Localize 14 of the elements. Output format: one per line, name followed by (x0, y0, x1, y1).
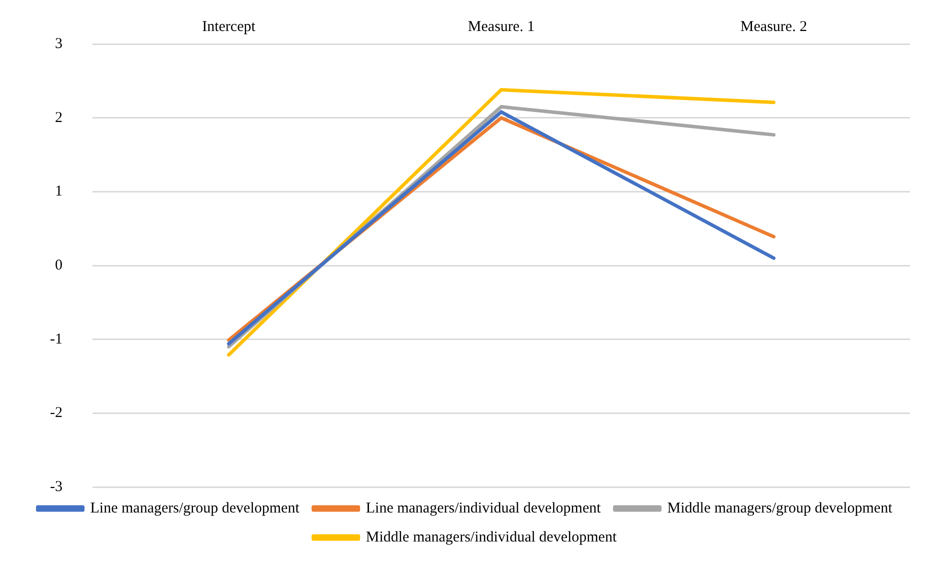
y-tick-label: 0 (54, 257, 62, 274)
y-tick-label: 2 (54, 110, 62, 126)
y-tick-label: -2 (50, 405, 62, 422)
x-tick-label: Measure. 1 (468, 18, 535, 35)
y-tick-label: 1 (54, 184, 62, 200)
legend-label: Middle managers/individual development (366, 529, 618, 546)
x-tick-label: Intercept (202, 18, 256, 35)
legend-label: Line managers/group development (90, 500, 300, 516)
y-tick-label: -1 (50, 331, 62, 348)
x-tick-label: Measure. 2 (740, 18, 808, 35)
y-tick-label: 3 (54, 36, 62, 52)
legend-label: Line managers/individual development (366, 500, 602, 516)
y-tick-label: -3 (50, 478, 62, 495)
legend-label: Middle managers/group development (667, 500, 894, 516)
